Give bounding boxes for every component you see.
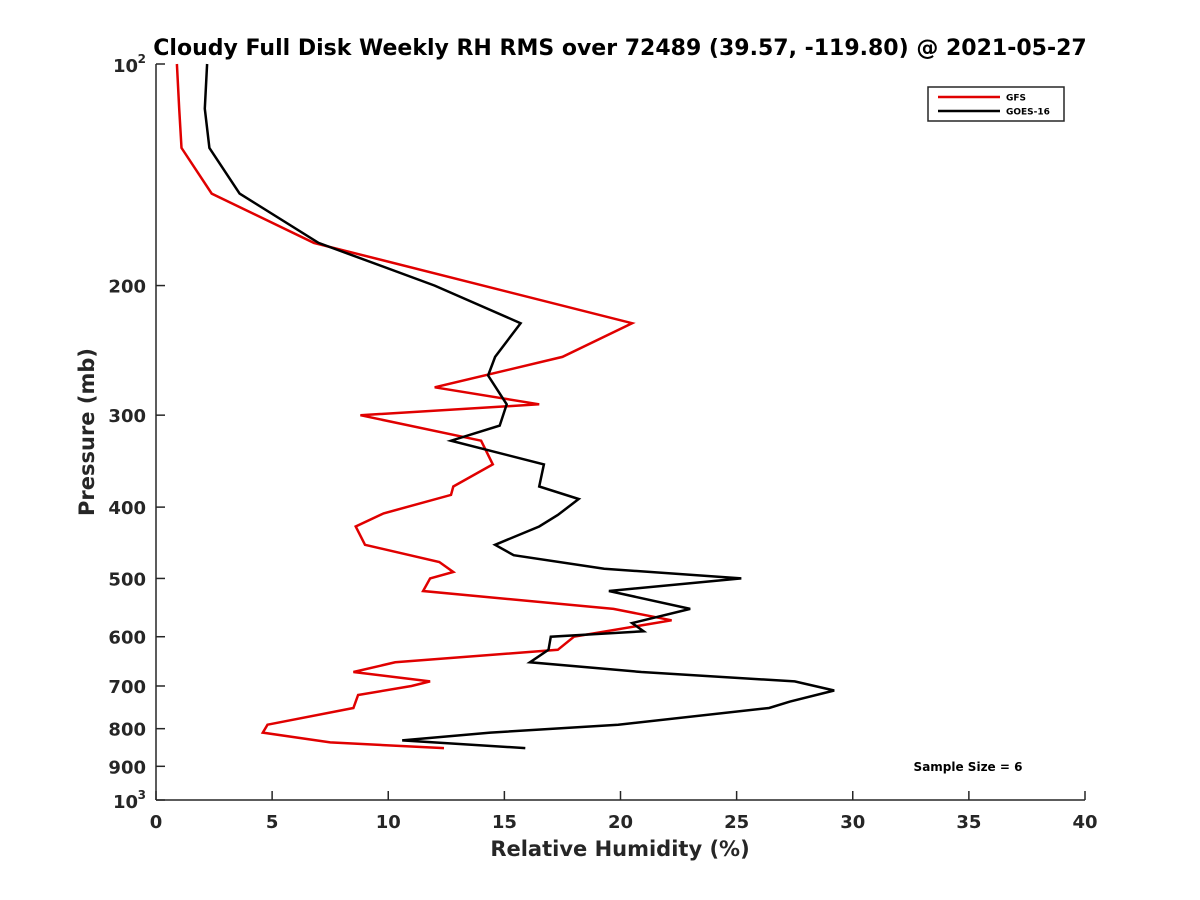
sample-size-annotation: Sample Size = 6 bbox=[914, 760, 1023, 774]
plot-series-group bbox=[175, 63, 835, 750]
x-tick-label: 35 bbox=[956, 812, 981, 833]
y-tick-exponent: 2 bbox=[138, 52, 146, 66]
legend-box bbox=[927, 86, 1065, 122]
y-tick-label: 200 bbox=[108, 277, 146, 298]
x-tick-label: 25 bbox=[724, 812, 749, 833]
x-tick-label: 30 bbox=[840, 812, 865, 833]
legend: GFS GOES-16 bbox=[927, 86, 1065, 122]
y-tick-label: 10 bbox=[113, 792, 138, 813]
y-tick-exponent: 3 bbox=[138, 788, 146, 802]
x-tick-group: 0 5 10 15 20 25 30 35 40 bbox=[150, 791, 1098, 833]
series-line-goes16 bbox=[203, 63, 835, 750]
x-axis-label: Relative Humidity (%) bbox=[490, 837, 749, 861]
legend-label-gfs: GFS bbox=[1006, 94, 1026, 104]
x-tick-label: 10 bbox=[376, 812, 401, 833]
series-line-gfs bbox=[175, 63, 672, 750]
chart-title: Cloudy Full Disk Weekly RH RMS over 7248… bbox=[153, 36, 1086, 61]
x-tick-label: 5 bbox=[266, 812, 279, 833]
x-tick-label: 15 bbox=[492, 812, 517, 833]
y-tick-label: 500 bbox=[108, 569, 146, 590]
y-tick-label: 400 bbox=[108, 498, 146, 519]
legend-label-goes16: GOES-16 bbox=[1006, 108, 1050, 118]
y-tick-label: 700 bbox=[108, 677, 146, 698]
x-tick-label: 40 bbox=[1072, 812, 1097, 833]
y-tick-label: 900 bbox=[108, 757, 146, 778]
x-tick-label: 20 bbox=[608, 812, 633, 833]
x-tick-label: 0 bbox=[150, 812, 163, 833]
y-tick-label: 600 bbox=[108, 628, 146, 649]
y-axis-label: Pressure (mb) bbox=[75, 348, 99, 516]
y-tick-label: 300 bbox=[108, 406, 146, 427]
y-tick-label: 10 bbox=[113, 56, 138, 77]
y-tick-label: 800 bbox=[108, 720, 146, 741]
